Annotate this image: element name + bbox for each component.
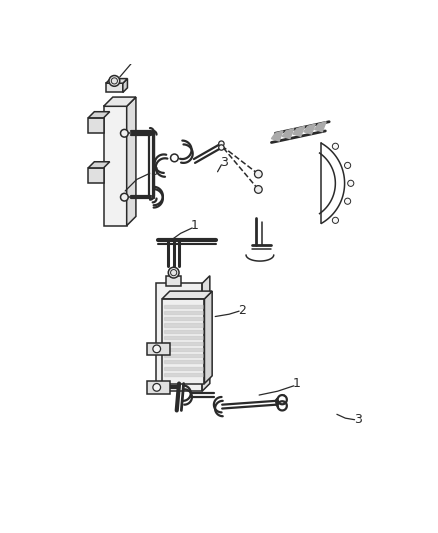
Polygon shape	[123, 78, 127, 92]
Circle shape	[254, 185, 262, 193]
Circle shape	[109, 76, 120, 86]
Polygon shape	[164, 329, 203, 333]
Polygon shape	[272, 131, 283, 141]
Polygon shape	[164, 311, 203, 314]
Text: 3: 3	[220, 156, 228, 169]
Circle shape	[348, 180, 354, 187]
Polygon shape	[147, 343, 170, 355]
Polygon shape	[127, 97, 136, 225]
Circle shape	[120, 130, 128, 137]
Polygon shape	[304, 124, 315, 134]
Circle shape	[120, 193, 128, 201]
Polygon shape	[164, 317, 203, 320]
Polygon shape	[156, 284, 202, 391]
Circle shape	[345, 198, 351, 204]
Polygon shape	[103, 106, 127, 225]
Circle shape	[219, 141, 224, 147]
Circle shape	[345, 163, 351, 168]
Polygon shape	[164, 305, 203, 308]
Text: 1: 1	[191, 219, 198, 232]
Text: 3: 3	[354, 413, 362, 426]
Circle shape	[332, 143, 339, 149]
Polygon shape	[166, 276, 181, 287]
Polygon shape	[88, 118, 103, 133]
Text: 2: 2	[238, 304, 246, 317]
Text: 1: 1	[293, 377, 301, 390]
Polygon shape	[293, 126, 304, 136]
Polygon shape	[202, 276, 210, 391]
Polygon shape	[164, 360, 203, 364]
Circle shape	[153, 384, 161, 391]
Polygon shape	[205, 291, 212, 384]
Polygon shape	[106, 78, 127, 83]
Polygon shape	[314, 122, 326, 132]
Polygon shape	[164, 336, 203, 339]
Polygon shape	[164, 367, 203, 370]
Polygon shape	[164, 324, 203, 327]
Polygon shape	[88, 161, 110, 168]
Circle shape	[332, 217, 339, 223]
Polygon shape	[162, 291, 212, 299]
Polygon shape	[103, 97, 136, 106]
Polygon shape	[88, 112, 110, 118]
Text: 3: 3	[151, 165, 159, 178]
Polygon shape	[164, 348, 203, 351]
Polygon shape	[106, 83, 123, 92]
Circle shape	[219, 145, 224, 150]
Circle shape	[254, 170, 262, 178]
Polygon shape	[162, 299, 205, 384]
Polygon shape	[147, 381, 170, 393]
Polygon shape	[282, 128, 294, 139]
Polygon shape	[164, 354, 203, 357]
Polygon shape	[164, 342, 203, 345]
Circle shape	[153, 345, 161, 353]
Polygon shape	[88, 168, 103, 183]
Circle shape	[168, 267, 179, 278]
Polygon shape	[164, 373, 203, 376]
